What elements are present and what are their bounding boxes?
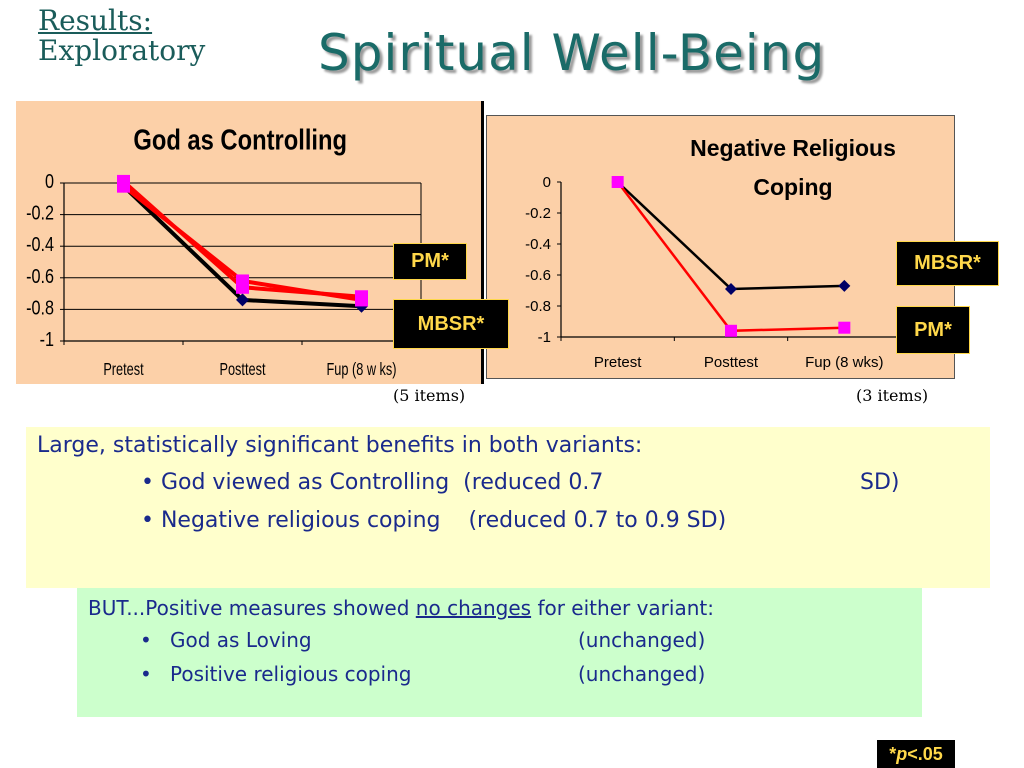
section-label-line2: Exploratory [38,34,206,67]
positive-item-coping-status: (unchanged) [578,662,706,686]
chart1-y-tick-label: -0.6 [26,264,54,287]
chart1-y-tick-label: -0.2 [26,201,54,224]
chart2-point-diamond [725,282,737,295]
bullet-marker: • [140,628,152,652]
chart2-title-line1: Negative Religious [690,135,896,161]
chart2-item-count: (3 items) [856,386,929,405]
chart1-item-count: (5 items) [393,386,466,405]
positive-item-loving-status: (unchanged) [578,628,706,652]
chart2-y-tick-label: -0.2 [525,205,551,222]
chart2-y-tick-label: -0.4 [525,236,551,253]
chart2-series-line [616,181,845,333]
significance-note: *p<.05 [877,740,955,768]
legend-badge-pm-chart2: PM* [896,306,970,354]
chart2-x-tick-label: Posttest [704,354,759,371]
chart1-y-tick-label: 0 [45,169,54,192]
chart2-x-tick-label: Fup (8 wks) [805,354,883,371]
slide-title: Spiritual Well-Being [318,24,826,82]
legend-badge-mbsr-chart2: MBSR* [896,241,999,286]
chart1-y-tick-label: -1 [40,327,54,350]
chart2-x-tick-label: Pretest [594,354,642,371]
chart1-point-square [236,274,249,288]
chart2-y-tick-label: -0.8 [525,298,551,315]
pvalue-p: p [896,744,908,764]
section-label-line1: Results: [38,4,153,37]
positive-measures-box: BUT...Positive measures showed no change… [77,588,922,717]
legend-badge-pm-chart1: PM* [393,243,467,280]
positive-item-loving-label: God as Loving [170,628,312,652]
chart1-svg: God as Controlling 0 -0.2 -0.4 -0.6 -0.8 -1 Pr… [26,123,422,380]
bullet-marker: • [140,662,152,686]
chart1-x-tick-label: Pretest [103,360,144,379]
chart1-y-tick-label: -0.4 [26,232,54,255]
chart-divider-line [481,101,484,384]
chart1-point-diamond [236,293,249,307]
chart1-y-tick-label: -0.8 [26,295,54,318]
summary-bullet-controlling-sd: SD) [860,470,900,495]
chart1-point-square [355,293,368,307]
chart2-title-line2: Coping [753,174,832,200]
chart1-x-tick-label: Posttest [219,360,266,379]
chart2-y-tick-label: 0 [543,174,551,191]
chart2-point-square [838,321,851,334]
summary-bullet-negative-coping: • Negative religious coping (reduced 0.7… [141,508,727,533]
summary-heading: Large, statistically significant benefit… [37,433,643,458]
chart2-point-square [725,324,737,337]
chart2-panel: Negative Religious Coping 0 -0.2 -0.4 -0.6 -… [486,115,955,379]
positive-intro-underlined: no changes [415,596,532,620]
chart2-y-tick-label: -0.6 [525,267,551,284]
section-label: Results: Exploratory [38,6,205,66]
chart2-point-square [611,176,624,188]
chart2-point-diamond [838,279,851,292]
positive-intro-before: BUT...Positive measures showed [88,596,416,620]
pvalue-star: * [889,744,897,764]
chart2-svg: Negative Religious Coping 0 -0.2 -0.4 -0.6 -… [525,135,902,371]
summary-bullet-controlling: • God viewed as Controlling (reduced 0.7 [141,470,604,495]
legend-badge-mbsr-chart1: MBSR* [393,299,509,349]
positive-intro-after: for either variant: [531,596,714,620]
summary-box: Large, statistically significant benefit… [26,427,990,588]
positive-measures-intro: BUT...Positive measures showed no change… [88,596,714,620]
chart1-title: God as Controlling [133,123,347,156]
chart1-point-square [117,179,130,193]
chart1-panel: God as Controlling 0 -0.2 -0.4 -0.6 -0.8 -1 Pr… [16,101,482,384]
pvalue-rest: <.05 [907,744,943,764]
chart2-y-tick-label: -1 [538,329,551,346]
positive-item-coping-label: Positive religious coping [170,662,412,686]
chart1-x-tick-label: Fup (8 w ks) [326,360,396,379]
